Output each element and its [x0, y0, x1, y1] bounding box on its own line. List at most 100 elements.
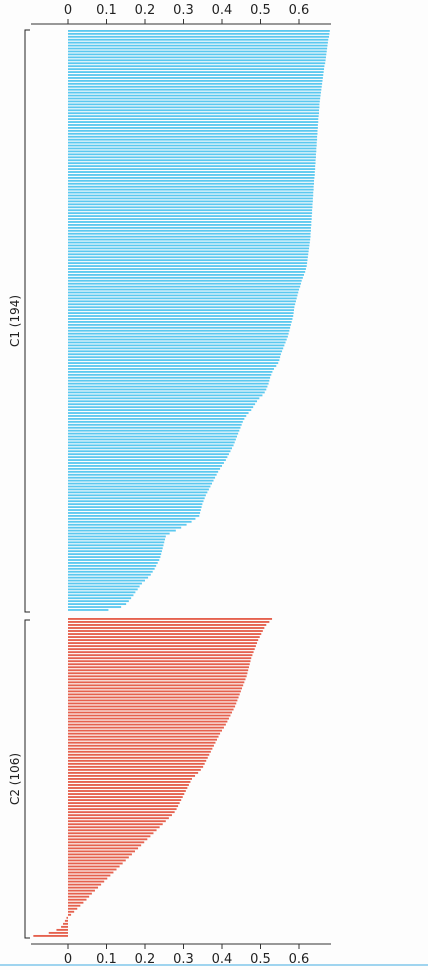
bar [68, 835, 151, 838]
top-x-tick-label: 0.6 [289, 3, 310, 18]
bar [66, 916, 68, 919]
bar [68, 127, 318, 129]
bar [68, 538, 166, 541]
bottom-edge-strip [0, 964, 428, 966]
bar [68, 388, 267, 391]
bar [68, 103, 320, 106]
bar [68, 702, 237, 705]
bar [68, 547, 163, 550]
bar [68, 362, 279, 364]
bar [68, 517, 196, 520]
bar [68, 705, 236, 708]
bar [68, 435, 238, 438]
bar [61, 925, 68, 928]
bar [68, 467, 221, 470]
bar [68, 65, 325, 68]
bar [68, 432, 239, 435]
bar [68, 197, 313, 200]
bar [68, 868, 117, 871]
bar [68, 321, 292, 323]
bar [68, 162, 316, 165]
bar [68, 79, 323, 82]
bar [68, 553, 162, 556]
bar [68, 350, 283, 353]
bar [68, 570, 153, 573]
bar [68, 910, 75, 913]
bar [68, 711, 233, 714]
bar [68, 729, 222, 732]
bar [68, 182, 315, 185]
bar [68, 681, 245, 684]
bar [68, 476, 216, 479]
bar [68, 850, 135, 853]
bar [68, 450, 231, 453]
bar [68, 648, 255, 651]
bar [68, 165, 316, 168]
bar [68, 447, 233, 450]
bar [68, 781, 191, 783]
bar [68, 784, 189, 786]
bar [68, 462, 224, 464]
bar [68, 44, 328, 47]
bar [68, 115, 319, 118]
bar [68, 368, 274, 370]
bar [68, 630, 263, 632]
bar [68, 159, 316, 162]
bar [68, 503, 203, 506]
bar [68, 582, 142, 585]
bar [68, 353, 281, 356]
bar [68, 726, 224, 729]
bar [68, 865, 120, 868]
bar [68, 112, 320, 115]
bar [68, 129, 318, 132]
bar [68, 50, 327, 53]
bar [68, 226, 311, 229]
bar [68, 132, 318, 135]
bar [68, 913, 72, 916]
bar [68, 892, 92, 895]
bar [68, 594, 134, 597]
bottom-x-tick-label: 0.2 [135, 952, 156, 966]
bar [68, 238, 311, 241]
bar [68, 268, 306, 270]
bar [68, 732, 221, 735]
bar [68, 47, 328, 50]
bar [68, 147, 317, 150]
bar [68, 56, 326, 59]
bar [68, 606, 122, 608]
bar [68, 512, 201, 514]
bar [68, 53, 327, 56]
bottom-x-tick-label: 0.5 [250, 952, 271, 966]
bar [68, 444, 234, 447]
bar [68, 829, 157, 832]
bar [68, 660, 251, 663]
bar [68, 567, 155, 570]
bar [68, 639, 259, 642]
bar [68, 179, 315, 182]
bar [68, 247, 310, 250]
bar [68, 400, 258, 403]
bar [68, 385, 268, 388]
bar [68, 297, 297, 300]
bar [68, 805, 179, 808]
bar [68, 585, 140, 588]
bar [68, 488, 209, 491]
bottom-x-tick-label: 0.3 [173, 952, 194, 966]
bar [68, 315, 294, 317]
bar [68, 100, 320, 103]
bar [68, 624, 267, 626]
bar [68, 218, 312, 220]
bar [68, 491, 208, 494]
top-x-tick-label: 0.3 [173, 3, 194, 18]
bar [68, 883, 102, 886]
bar [68, 817, 169, 820]
bar [68, 666, 249, 669]
bar [68, 627, 265, 629]
bar [68, 456, 228, 459]
bar [68, 370, 273, 373]
bar [68, 259, 308, 262]
bar [68, 877, 108, 880]
bar [68, 723, 226, 726]
bar [68, 651, 254, 654]
